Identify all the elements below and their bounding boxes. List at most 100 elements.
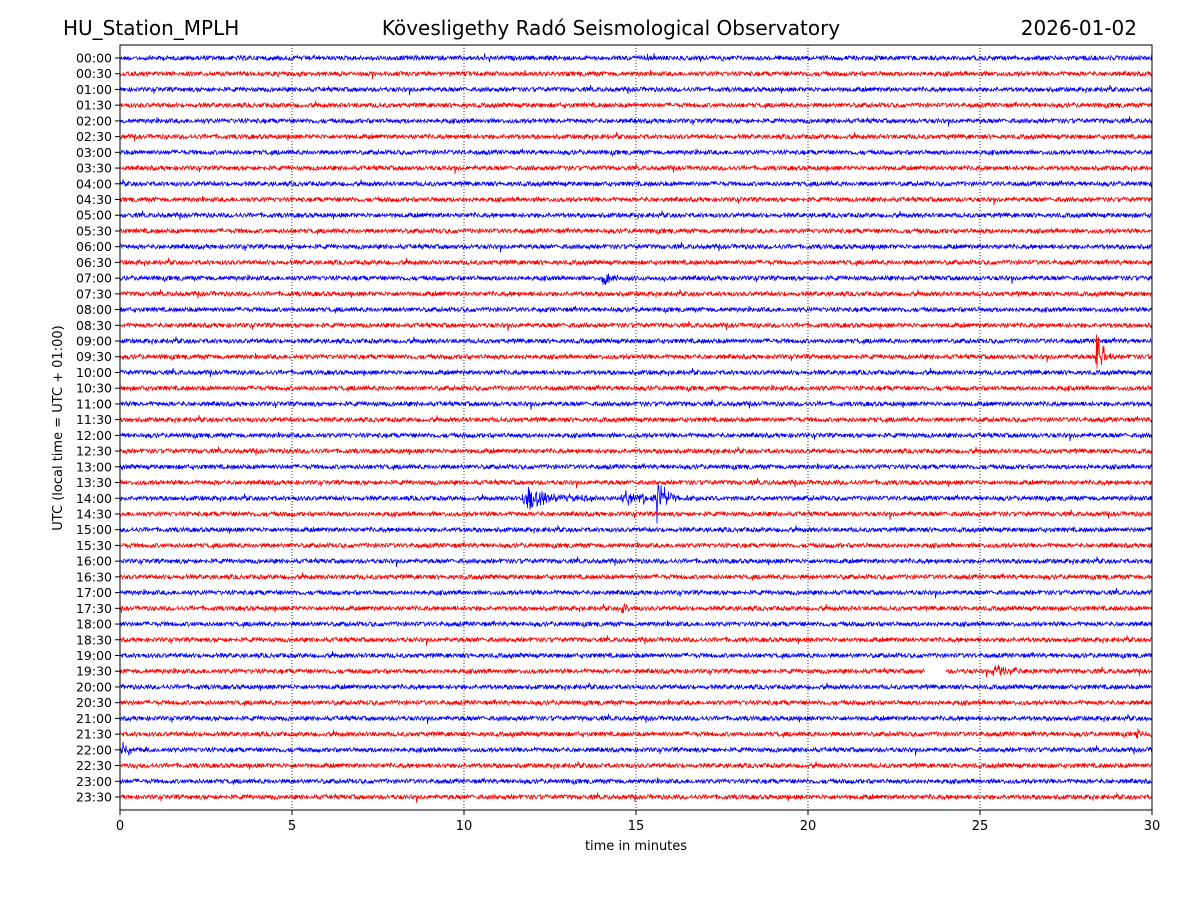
y-axis: 00:0000:3001:0001:3002:0002:3003:0003:30…	[76, 51, 120, 805]
trace-row-0530	[119, 227, 1153, 236]
trace-row-2030	[119, 698, 1153, 708]
trace-row-0030	[119, 69, 1153, 80]
y-tick-label: 17:30	[76, 601, 112, 616]
trace-row-2200	[119, 741, 1153, 757]
y-tick-label: 05:30	[76, 223, 112, 238]
x-tick-label: 25	[972, 819, 989, 834]
y-tick-label: 14:00	[76, 491, 112, 506]
trace-row-1900	[119, 651, 1153, 660]
y-tick-label: 01:00	[76, 82, 112, 97]
y-tick-label: 14:30	[76, 506, 112, 521]
y-tick-label: 11:30	[76, 412, 112, 427]
x-tick-label: 10	[456, 819, 473, 834]
trace-row-0700	[119, 273, 1153, 286]
y-tick-label: 00:30	[76, 66, 112, 81]
y-tick-label: 18:30	[76, 632, 112, 647]
trace-row-1400	[119, 483, 1153, 524]
y-tick-label: 22:30	[76, 758, 112, 773]
y-tick-label: 19:00	[76, 648, 112, 663]
y-tick-label: 23:00	[76, 774, 112, 789]
y-tick-label: 01:30	[76, 98, 112, 113]
y-tick-label: 02:30	[76, 129, 112, 144]
trace-row-0430	[119, 195, 1153, 206]
y-tick-label: 03:00	[76, 145, 112, 160]
trace-row-1300	[119, 463, 1153, 472]
y-tick-label: 09:30	[76, 349, 112, 364]
y-tick-label: 13:30	[76, 475, 112, 490]
chart-date: 2026-01-02	[1021, 16, 1137, 40]
y-tick-label: 11:00	[76, 396, 112, 411]
trace-row-1330	[119, 478, 1153, 489]
trace-row-1130	[119, 415, 1153, 425]
trace-row-1430	[119, 509, 1153, 520]
station-name: HU_Station_MPLH	[63, 16, 239, 40]
y-tick-label: 05:00	[76, 208, 112, 223]
trace-row-2000	[119, 682, 1153, 691]
y-tick-label: 00:00	[76, 51, 112, 66]
y-tick-label: 12:30	[76, 444, 112, 459]
y-tick-label: 21:00	[76, 711, 112, 726]
y-tick-label: 12:00	[76, 428, 112, 443]
trace-row-1830	[119, 635, 1153, 646]
trace-row-2330	[119, 792, 1153, 803]
y-tick-label: 15:30	[76, 538, 112, 553]
y-tick-label: 03:30	[76, 161, 112, 176]
trace-row-2230	[119, 760, 1153, 770]
trace-row-0300	[119, 148, 1153, 157]
trace-row-0000	[119, 53, 1153, 63]
trace-row-0930	[119, 334, 1152, 369]
trace-row-1630	[119, 572, 1153, 582]
trace-row-0500	[119, 210, 1153, 220]
y-tick-label: 07:30	[76, 286, 112, 301]
trace-row-2130	[119, 728, 1153, 740]
trace-row-1600	[119, 556, 1153, 567]
trace-row-1500	[119, 525, 1152, 534]
trace-row-0330	[119, 163, 1153, 174]
trace-row-0400	[119, 179, 1153, 189]
traces	[119, 53, 1153, 803]
y-tick-label: 18:00	[76, 617, 112, 632]
chart-title: Kövesligethy Radó Seismological Observat…	[382, 16, 840, 40]
y-tick-label: 13:00	[76, 459, 112, 474]
trace-row-1930	[119, 664, 1153, 677]
trace-row-0800	[119, 305, 1153, 315]
trace-row-0100	[119, 84, 1153, 96]
y-tick-label: 06:00	[76, 239, 112, 254]
y-tick-label: 08:00	[76, 302, 112, 317]
y-tick-label: 06:30	[76, 255, 112, 270]
trace-row-1700	[119, 588, 1153, 599]
y-axis-label: UTC (local time = UTC + 01:00)	[51, 325, 66, 530]
trace-row-2300	[119, 777, 1153, 786]
trace-row-2100	[119, 713, 1153, 725]
y-tick-label: 20:00	[76, 679, 112, 694]
grid-lines	[291, 45, 981, 810]
trace-row-0900	[119, 336, 1153, 346]
trace-row-0630	[119, 257, 1153, 267]
trace-row-0230	[119, 132, 1153, 142]
y-tick-label: 20:30	[76, 695, 112, 710]
trace-row-1730	[119, 602, 1153, 614]
x-axis-label: time in minutes	[585, 839, 687, 854]
trace-row-0730	[119, 289, 1153, 299]
y-tick-label: 04:30	[76, 192, 112, 207]
y-tick-label: 10:30	[76, 381, 112, 396]
x-tick-label: 30	[1144, 819, 1161, 834]
y-tick-label: 15:00	[76, 522, 112, 537]
trace-row-0200	[119, 116, 1153, 127]
y-tick-label: 21:30	[76, 727, 112, 742]
y-tick-label: 19:30	[76, 664, 112, 679]
y-tick-label: 23:30	[76, 790, 112, 805]
trace-row-1200	[119, 431, 1153, 442]
y-tick-label: 16:00	[76, 554, 112, 569]
y-tick-label: 16:30	[76, 569, 112, 584]
trace-row-0130	[119, 100, 1153, 110]
x-tick-label: 0	[116, 819, 124, 834]
trace-row-1230	[119, 446, 1153, 456]
y-tick-label: 02:00	[76, 113, 112, 128]
y-tick-label: 10:00	[76, 365, 112, 380]
trace-row-1800	[119, 620, 1152, 629]
x-tick-label: 5	[288, 819, 296, 834]
y-tick-label: 17:00	[76, 585, 112, 600]
x-axis: 0 5 10 15 20 25 30	[116, 810, 1160, 834]
